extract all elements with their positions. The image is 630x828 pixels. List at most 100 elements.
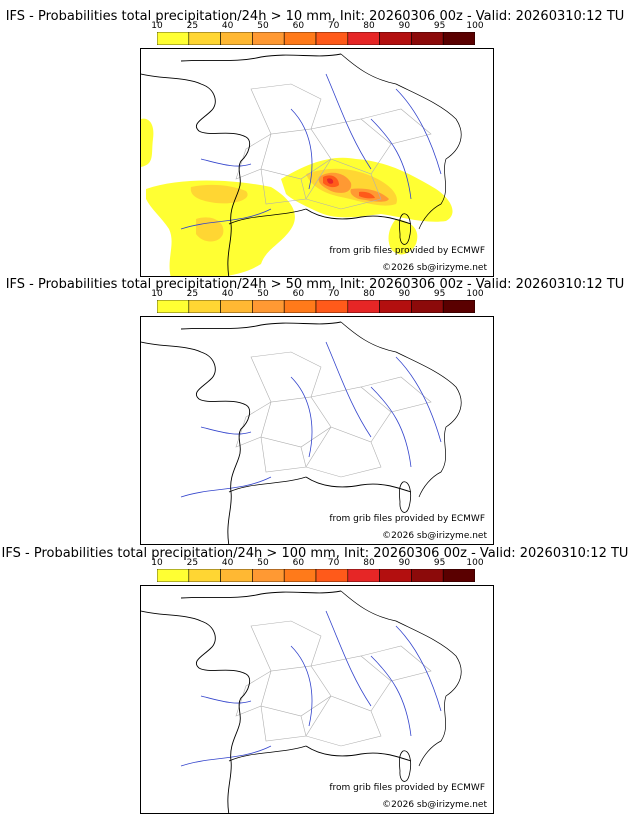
colorbar-segment xyxy=(157,32,190,45)
panel-title: IFS - Probabilities total precipitation/… xyxy=(5,277,625,292)
island-coastline xyxy=(399,213,411,245)
colorbar-tick-label: 90 xyxy=(398,289,411,299)
precip-map: from grib files provided by ECMWF ©2026 … xyxy=(140,585,494,814)
colorbar-segment xyxy=(442,300,475,313)
colorbar-tick-label: 100 xyxy=(466,21,484,31)
map-graphic xyxy=(141,53,462,276)
coastline xyxy=(180,321,342,330)
country-border xyxy=(340,53,462,230)
colorbar-segment xyxy=(379,569,412,582)
colorbar: 10 25 40 50 60 70 80 90 95 100 xyxy=(151,21,484,45)
coastline xyxy=(305,208,412,225)
colorbar-tick-label: 60 xyxy=(292,21,305,31)
colorbar-tick-label: 95 xyxy=(433,21,446,31)
colorbar-segment xyxy=(220,300,253,313)
country-border xyxy=(228,476,307,493)
colorbar-segment xyxy=(283,32,317,45)
colorbar-segment xyxy=(157,569,190,582)
copyright-credit: ©2026 sb@irizyme.net xyxy=(382,531,487,541)
colorbar-tick-label: 70 xyxy=(327,289,340,299)
map-panel-100mm: IFS - Probabilities total precipitation/… xyxy=(0,537,630,814)
colorbar-tick-label: 60 xyxy=(292,289,305,299)
colorbar-tick-label: 70 xyxy=(327,558,340,568)
map-panel-50mm: IFS - Probabilities total precipitation/… xyxy=(0,268,630,545)
colorbar-tick-label: 80 xyxy=(363,289,375,299)
colorbar-segment xyxy=(379,32,412,45)
rivers xyxy=(180,341,442,498)
colorbar-segment xyxy=(347,569,380,582)
data-source-credit: from grib files provided by ECMWF xyxy=(329,514,485,524)
colorbar-tick-label: 40 xyxy=(221,289,234,299)
coastline xyxy=(305,745,412,762)
colorbar-tick-label: 95 xyxy=(433,558,446,568)
data-source-credit: from grib files provided by ECMWF xyxy=(329,783,485,793)
colorbar-segment xyxy=(315,300,349,313)
island-coastline xyxy=(399,750,411,782)
colorbar-segment xyxy=(442,32,475,45)
colorbar-segment xyxy=(347,300,380,313)
colorbar-segment xyxy=(252,300,285,313)
colorbar-tick-label: 10 xyxy=(151,558,163,568)
colorbar-segment xyxy=(188,32,221,45)
country-borders xyxy=(141,53,462,276)
map-graphic xyxy=(141,590,462,813)
country-borders xyxy=(141,590,462,813)
region-borders xyxy=(235,620,432,747)
data-source-credit: from grib files provided by ECMWF xyxy=(329,246,485,256)
country-border xyxy=(340,321,462,498)
map-graphic xyxy=(141,321,462,544)
colorbar-tick-label: 80 xyxy=(363,558,375,568)
colorbar-segment xyxy=(315,569,349,582)
colorbar-tick-label: 50 xyxy=(257,289,269,299)
colorbar-segment xyxy=(252,32,285,45)
colorbar-segment xyxy=(283,569,317,582)
colorbar-segment xyxy=(411,300,444,313)
colorbar-tick-label: 100 xyxy=(466,558,484,568)
colorbar-segment xyxy=(315,32,349,45)
colorbar-segment xyxy=(188,300,221,313)
colorbar-segment xyxy=(379,300,412,313)
colorbar-tick-label: 25 xyxy=(186,21,199,31)
colorbar-tick-label: 25 xyxy=(186,558,199,568)
copyright-credit: ©2026 sb@irizyme.net xyxy=(382,800,487,810)
colorbar-tick-label: 50 xyxy=(257,558,269,568)
colorbar-tick-label: 25 xyxy=(186,289,199,299)
panel-title: IFS - Probabilities total precipitation/… xyxy=(1,546,629,561)
colorbar-tick-label: 40 xyxy=(221,21,234,31)
rivers xyxy=(180,73,442,230)
map-panel-10mm: IFS - Probabilities total precipitation/… xyxy=(0,0,630,277)
colorbar-tick-label: 60 xyxy=(292,558,305,568)
coastline xyxy=(141,73,251,276)
colorbar-tick-label: 10 xyxy=(151,21,163,31)
coastline xyxy=(141,610,251,813)
colorbar-segment xyxy=(220,569,253,582)
region-borders xyxy=(235,351,432,478)
colorbar-segment xyxy=(220,32,253,45)
copyright-credit: ©2026 sb@irizyme.net xyxy=(382,263,487,273)
colorbar-segment xyxy=(283,300,317,313)
region-borders xyxy=(235,83,432,210)
precip-probability-shading xyxy=(141,118,453,276)
colorbar-tick-label: 80 xyxy=(363,21,375,31)
colorbar: 10 25 40 50 60 70 80 90 95 100 xyxy=(151,289,484,313)
coastline xyxy=(180,590,342,599)
colorbar-segment xyxy=(188,569,221,582)
island-coastline xyxy=(399,481,411,513)
precip-map: from grib files provided by ECMWF ©2026 … xyxy=(140,48,494,277)
colorbar-segment xyxy=(347,32,380,45)
colorbar-tick-label: 40 xyxy=(221,558,234,568)
coastline xyxy=(141,341,251,544)
colorbar-segment xyxy=(411,32,444,45)
colorbar-tick-label: 50 xyxy=(257,21,269,31)
colorbar-segment xyxy=(442,569,475,582)
colorbar: 10 25 40 50 60 70 80 90 95 100 xyxy=(151,558,484,582)
panel-title: IFS - Probabilities total precipitation/… xyxy=(5,9,625,24)
coastline xyxy=(180,53,342,62)
colorbar-tick-label: 10 xyxy=(151,289,163,299)
colorbar-tick-label: 90 xyxy=(398,21,411,31)
colorbar-segment xyxy=(157,300,190,313)
precip-map: from grib files provided by ECMWF ©2026 … xyxy=(140,316,494,545)
colorbar-tick-label: 70 xyxy=(327,21,340,31)
colorbar-tick-label: 90 xyxy=(398,558,411,568)
colorbar-segment xyxy=(252,569,285,582)
